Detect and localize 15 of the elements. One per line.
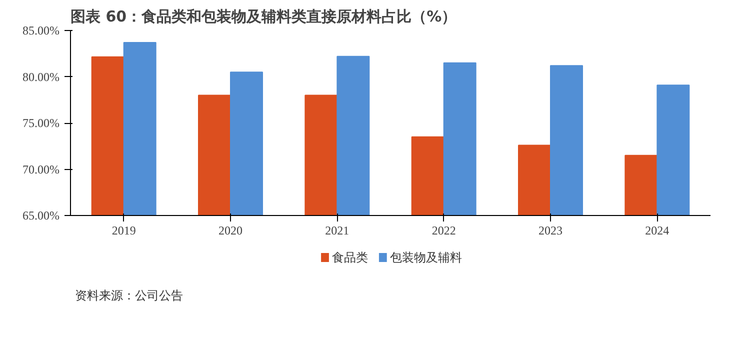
x-tick-label: 2024 (645, 224, 670, 238)
x-tick-label: 2022 (432, 224, 456, 238)
x-tick-label: 2019 (112, 224, 136, 238)
y-tick-label: 65.00% (22, 208, 60, 222)
legend-label: 食品类 (332, 250, 368, 264)
chart-title: 图表 60：食品类和包装物及辅料类直接原材料占比（%） (70, 8, 457, 26)
y-tick-label: 80.00% (22, 70, 60, 84)
x-tick-label: 2020 (218, 224, 242, 238)
x-tick-label: 2023 (538, 224, 562, 238)
y-tick-label: 85.00% (22, 24, 60, 38)
y-tick-label: 75.00% (22, 116, 60, 130)
x-tick-label: 2021 (325, 224, 350, 238)
legend-label: 包装物及辅料 (390, 250, 462, 264)
text: 资料来源：公司公告 (74, 288, 183, 302)
y-tick-label: 70.00% (22, 162, 60, 176)
